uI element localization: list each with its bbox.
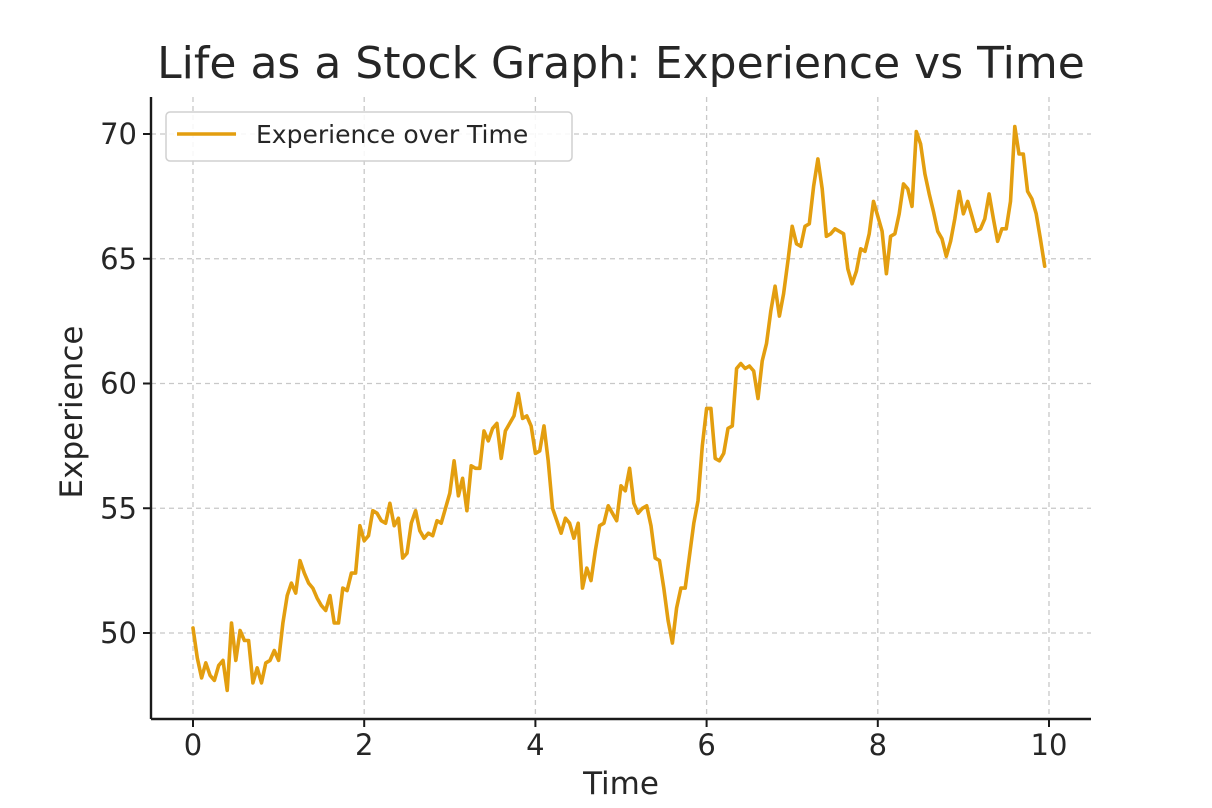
y-tick-label: 50 bbox=[100, 616, 137, 650]
y-tick-label: 55 bbox=[100, 491, 137, 525]
series-line-experience bbox=[191, 124, 1047, 693]
x-tick-label: 0 bbox=[184, 728, 202, 762]
x-axis-label: Time bbox=[583, 766, 659, 802]
x-tick-label: 8 bbox=[869, 728, 887, 762]
y-tick-label: 70 bbox=[100, 117, 137, 151]
x-tick-label: 10 bbox=[1031, 728, 1068, 762]
axes bbox=[149, 97, 1091, 721]
grid-lines bbox=[151, 97, 1091, 719]
y-tick-label: 60 bbox=[100, 367, 137, 401]
x-tick-label: 6 bbox=[697, 728, 715, 762]
legend: Experience over Time bbox=[165, 111, 573, 162]
legend-box bbox=[165, 111, 573, 162]
chart-title: Life as a Stock Graph: Experience vs Tim… bbox=[157, 38, 1085, 89]
tick-marks: 0 2 4 6 8 10 50 55 60 65 70 bbox=[100, 117, 1067, 762]
y-tick-label: 65 bbox=[100, 242, 137, 276]
x-tick-label: 4 bbox=[526, 728, 544, 762]
x-tick-label: 2 bbox=[355, 728, 373, 762]
legend-label: Experience over Time bbox=[256, 120, 528, 149]
series-lines bbox=[191, 124, 1047, 693]
